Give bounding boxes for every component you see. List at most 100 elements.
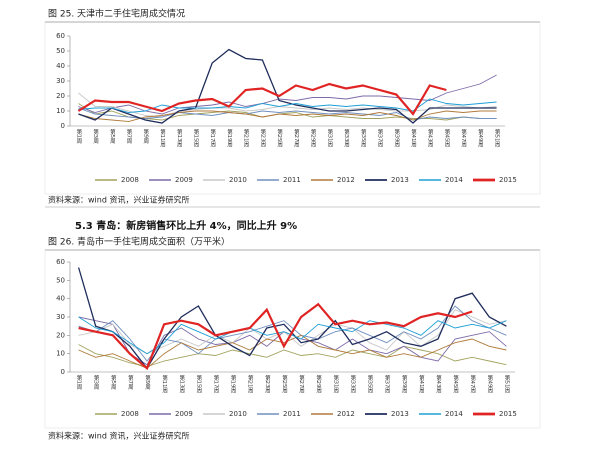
x-tick-label: 第7周	[127, 374, 134, 391]
x-tick-label: 第9周	[144, 374, 151, 391]
x-tick-label: 第21周	[247, 374, 254, 394]
legend-label: 2013	[391, 410, 409, 418]
x-tick-label: 第43周	[435, 374, 442, 394]
y-tick-label: 30	[56, 77, 65, 85]
x-tick-label: 第21周	[243, 128, 250, 148]
x-tick-label: 第33周	[349, 374, 356, 394]
series-line	[78, 316, 507, 355]
x-tick-label: 第13周	[176, 128, 183, 148]
x-tick-label: 第43周	[427, 128, 434, 148]
x-tick-label: 第15周	[195, 374, 202, 394]
x-tick-label: 第29周	[310, 128, 317, 148]
x-tick-label: 第23周	[264, 374, 271, 394]
y-tick-label: 20	[56, 92, 65, 100]
y-tick-label: 10	[56, 350, 65, 358]
x-tick-label: 第47周	[460, 128, 467, 148]
x-tick-label: 第39周	[393, 128, 400, 148]
series-line	[78, 74, 497, 115]
x-tick-label: 第5周	[110, 374, 117, 391]
x-tick-label: 第17周	[212, 374, 219, 394]
figure-title: 图 26. 青岛市一手住宅周成交面积（万平米）	[48, 236, 230, 248]
frame	[44, 249, 541, 429]
frame	[44, 21, 541, 195]
y-tick-label: 30	[56, 313, 65, 321]
legend-label: 2008	[121, 410, 139, 418]
series-line	[78, 48, 497, 124]
x-tick-label: 第1周	[75, 128, 82, 145]
x-tick-label: 第47周	[469, 374, 476, 394]
section-heading: 5.3 青岛：新房销售环比上升 4%，同比上升 9%	[75, 219, 297, 232]
legend-label: 2012	[337, 410, 355, 418]
x-tick-label: 第25周	[276, 128, 283, 148]
x-tick-label: 第1周	[76, 374, 83, 391]
x-tick-label: 第31周	[332, 374, 339, 394]
series-line	[78, 316, 507, 366]
y-tick-label: 60	[56, 258, 65, 266]
y-tick-label: 0	[61, 122, 65, 130]
legend-label: 2011	[283, 176, 301, 184]
y-tick-label: 0	[61, 368, 65, 376]
legend-label: 2014	[445, 410, 463, 418]
y-tick-label: 20	[56, 331, 65, 339]
x-tick-label: 第45周	[443, 128, 450, 148]
x-tick-label: 第31周	[326, 128, 333, 148]
x-tick-label: 第17周	[209, 128, 216, 148]
legend-label: 2009	[175, 410, 193, 418]
series-line	[78, 334, 507, 369]
x-tick-label: 第11周	[161, 374, 168, 394]
legend-label: 2009	[175, 176, 193, 184]
x-tick-label: 第45周	[452, 374, 459, 394]
x-tick-label: 第3周	[93, 374, 100, 391]
x-tick-label: 第41周	[418, 374, 425, 394]
y-tick-label: 50	[56, 276, 65, 284]
x-tick-label: 第9周	[142, 128, 149, 145]
x-tick-label: 第15周	[192, 128, 199, 148]
x-tick-label: 第3周	[92, 128, 99, 145]
x-tick-label: 第39周	[401, 374, 408, 394]
x-tick-label: 第19周	[230, 374, 237, 394]
x-tick-label: 第51周	[494, 128, 501, 148]
legend-label: 2015	[499, 176, 517, 184]
x-tick-label: 第11周	[159, 128, 166, 148]
legend-label: 2011	[283, 410, 301, 418]
y-tick-label: 40	[56, 62, 65, 70]
figure-title: 图 25. 天津市二手住宅周成交情况	[48, 8, 185, 20]
x-tick-label: 第27周	[293, 128, 300, 148]
series-line	[78, 305, 507, 362]
series-line	[78, 98, 497, 113]
series-line	[78, 107, 497, 121]
source: 资料来源：wind 资讯，兴业证券研究所	[48, 195, 189, 205]
legend-label: 2013	[391, 176, 409, 184]
y-tick-label: 40	[56, 295, 65, 303]
legend-label: 2014	[445, 176, 463, 184]
x-tick-label: 第13周	[178, 374, 185, 394]
x-tick-label: 第23周	[259, 128, 266, 148]
source: 资料来源：wind 资讯，兴业证券研究所	[48, 431, 189, 441]
x-tick-label: 第19周	[226, 128, 233, 148]
x-tick-label: 第5周	[109, 128, 116, 145]
x-tick-label: 第27周	[298, 374, 305, 394]
series-line	[78, 103, 497, 121]
x-tick-label: 第49周	[486, 374, 493, 394]
x-tick-label: 第51周	[503, 374, 510, 394]
series-line	[78, 110, 497, 122]
x-tick-label: 第37周	[377, 128, 384, 148]
x-tick-label: 第29周	[315, 374, 322, 394]
legend-label: 2010	[229, 410, 247, 418]
x-tick-label: 第35周	[360, 128, 367, 148]
x-tick-label: 第33周	[343, 128, 350, 148]
y-tick-label: 50	[56, 47, 65, 55]
x-tick-label: 第25周	[281, 374, 288, 394]
series-line	[78, 302, 473, 371]
legend-label: 2008	[121, 176, 139, 184]
y-tick-label: 10	[56, 107, 65, 115]
x-tick-label: 第37周	[384, 374, 391, 394]
y-tick-label: 60	[56, 32, 65, 40]
legend-label: 2015	[499, 410, 517, 418]
legend-label: 2010	[229, 176, 247, 184]
x-tick-label: 第7周	[126, 128, 133, 145]
x-tick-label: 第41周	[410, 128, 417, 148]
x-tick-label: 第35周	[367, 374, 374, 394]
x-tick-label: 第49周	[477, 128, 484, 148]
